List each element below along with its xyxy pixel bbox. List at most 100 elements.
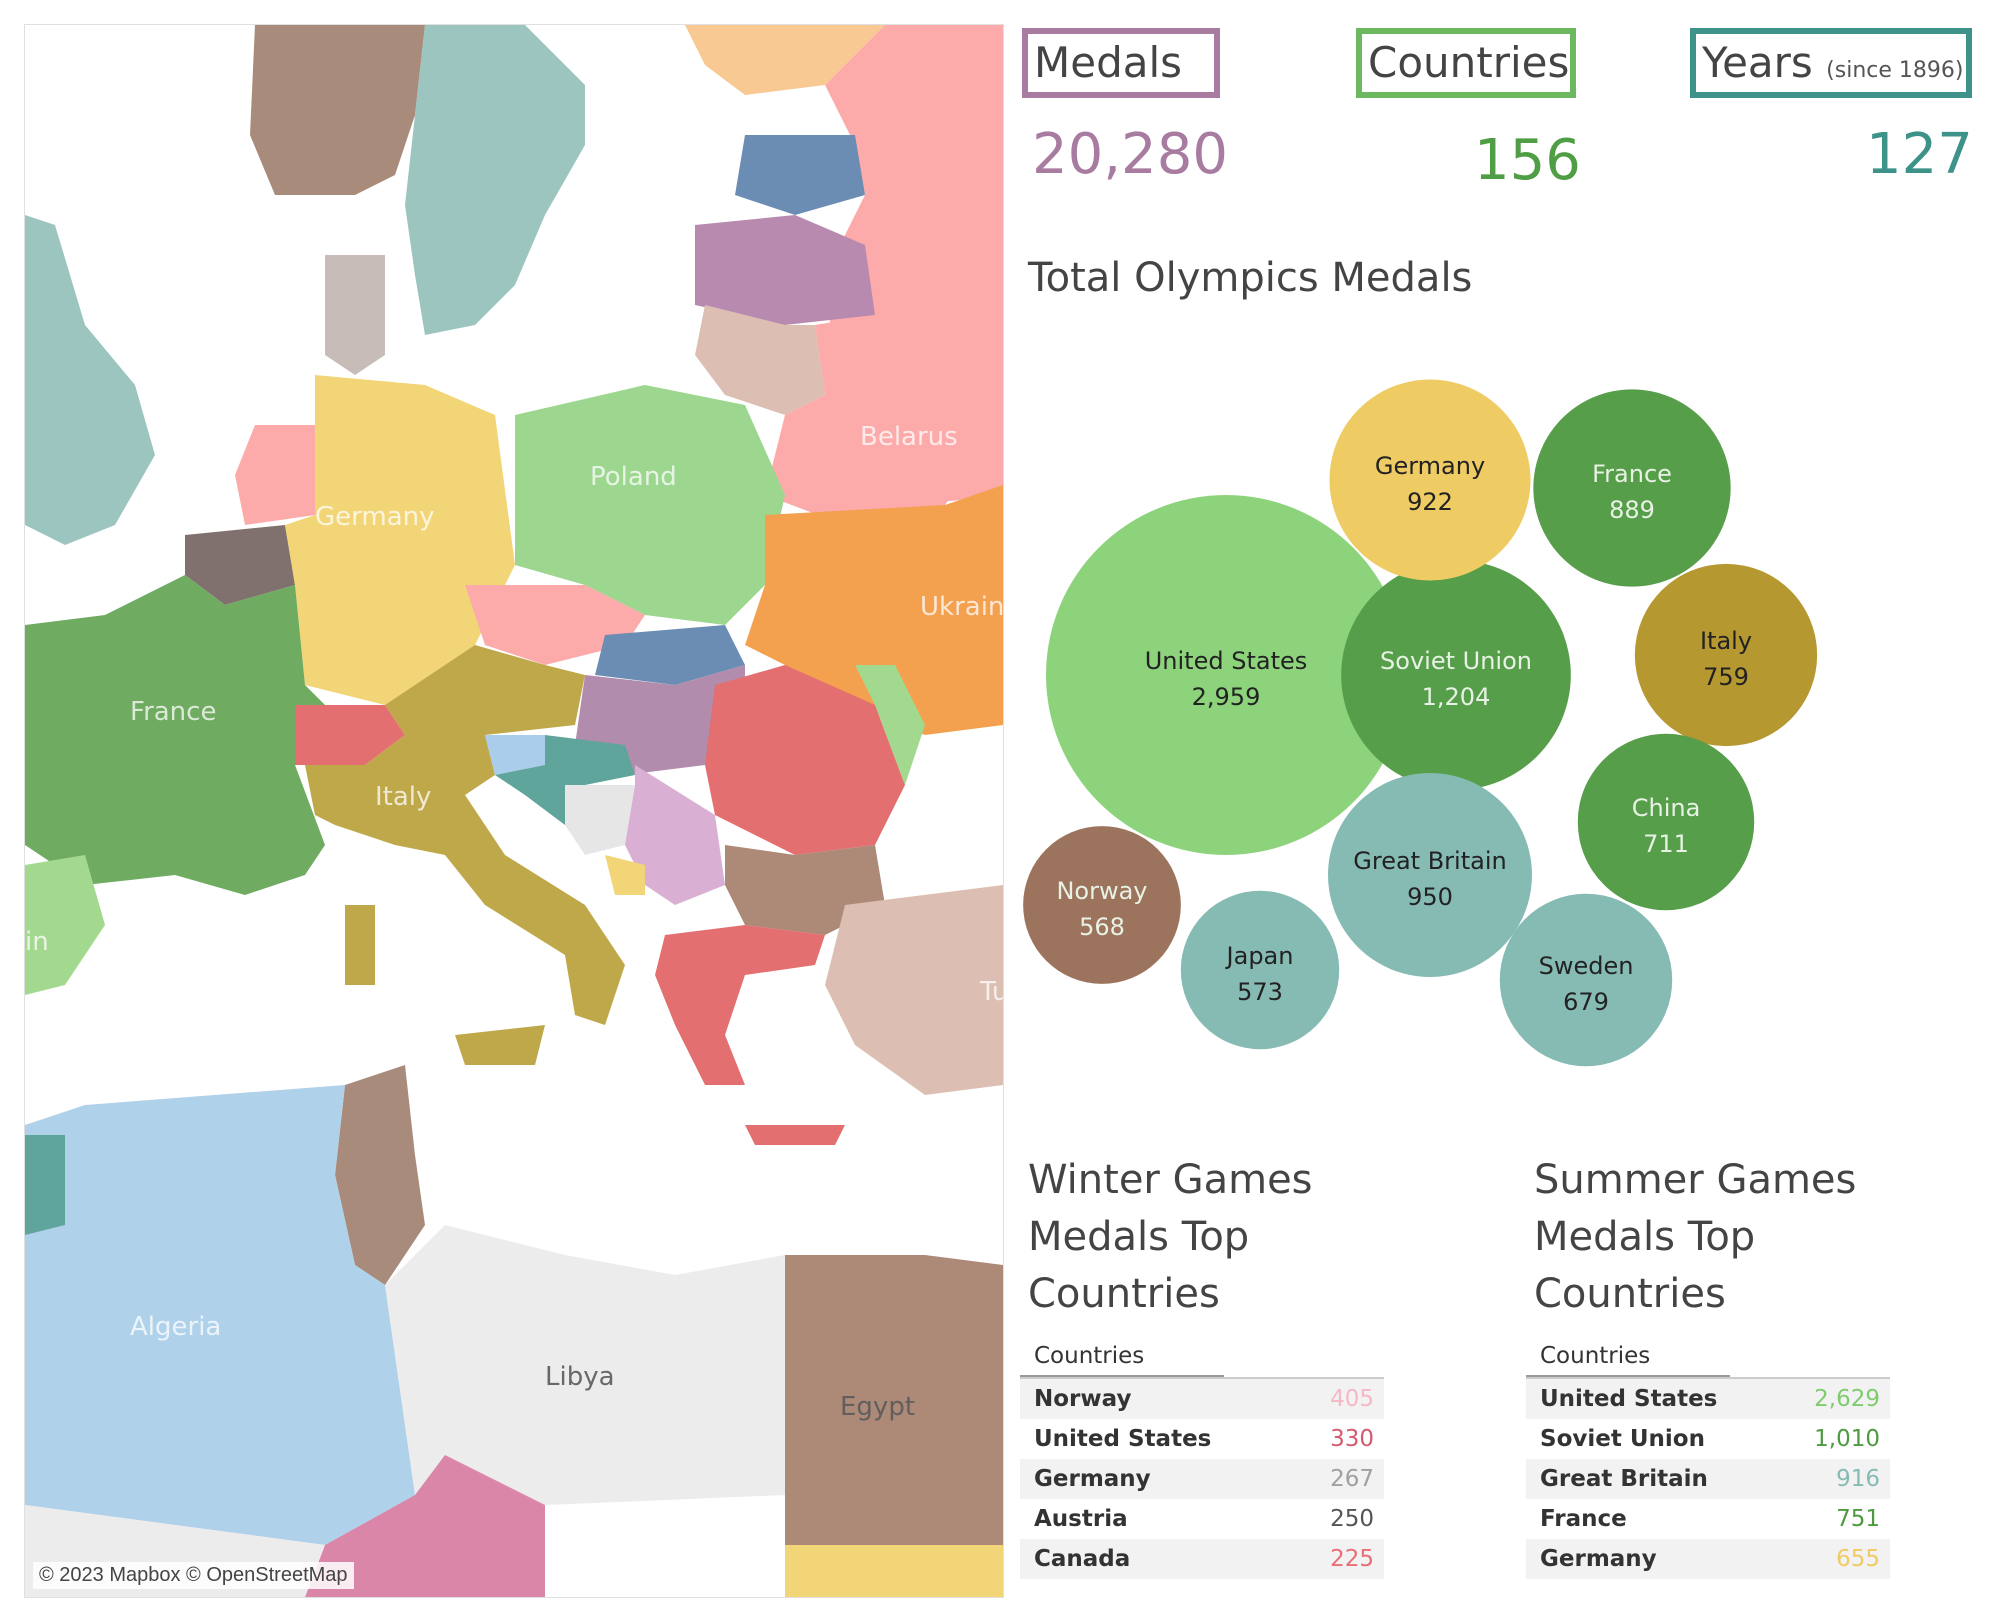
table-row[interactable]: Germany 267 bbox=[1020, 1459, 1384, 1499]
map-label-ukraine: Ukrain bbox=[920, 592, 1003, 622]
bubble-label: United States bbox=[1145, 647, 1308, 675]
bubble-value: 759 bbox=[1703, 663, 1749, 691]
bubble-circle[interactable] bbox=[1328, 773, 1532, 977]
country-montenegro[interactable] bbox=[605, 855, 645, 895]
kpi-countries-value: 156 bbox=[1474, 128, 1581, 193]
country-morocco[interactable] bbox=[25, 1135, 65, 1235]
bubble-france[interactable]: France 889 bbox=[1533, 389, 1731, 587]
country-egypt[interactable] bbox=[785, 1255, 1003, 1545]
table-row[interactable]: Germany 655 bbox=[1526, 1539, 1890, 1579]
country-belgium[interactable] bbox=[185, 525, 295, 605]
bubble-japan[interactable]: Japan 573 bbox=[1180, 890, 1340, 1050]
country-tunisia[interactable] bbox=[335, 1065, 425, 1285]
row-country: United States bbox=[1034, 1426, 1212, 1452]
europe-map[interactable]: Belarus Poland Germany Ukrain France Ita… bbox=[24, 24, 1004, 1598]
bubble-value: 922 bbox=[1407, 488, 1453, 516]
country-spain[interactable] bbox=[25, 855, 105, 995]
winter-rows: Norway 405 United States 330 Germany 267 Austr… bbox=[1020, 1377, 1384, 1579]
country-netherlands[interactable] bbox=[235, 425, 315, 525]
bubble-circle[interactable] bbox=[1046, 495, 1406, 855]
table-row[interactable]: Soviet Union 1,010 bbox=[1526, 1419, 1890, 1459]
kpi-medals-title: Medals bbox=[1034, 38, 1183, 87]
bubble-great-britain[interactable]: Great Britain 950 bbox=[1328, 773, 1532, 977]
kpi-medals-value: 20,280 bbox=[1032, 122, 1228, 187]
table-row[interactable]: Great Britain 916 bbox=[1526, 1459, 1890, 1499]
country-algeria[interactable] bbox=[25, 1085, 415, 1545]
bubble-circle[interactable] bbox=[1341, 560, 1571, 790]
table-row[interactable]: United States 330 bbox=[1020, 1419, 1384, 1459]
map-label-germany: Germany bbox=[315, 502, 435, 532]
country-poland[interactable] bbox=[515, 385, 785, 625]
country-serbia[interactable] bbox=[625, 765, 725, 905]
country-sudan[interactable] bbox=[785, 1545, 1003, 1597]
country-finland[interactable] bbox=[685, 25, 885, 95]
bubble-circle[interactable] bbox=[1499, 893, 1673, 1067]
country-greece[interactable] bbox=[655, 925, 825, 1085]
summer-column-header: Countries bbox=[1526, 1343, 1730, 1377]
bubble-circle[interactable] bbox=[1023, 826, 1181, 984]
table-row[interactable]: Canada 225 bbox=[1020, 1539, 1384, 1579]
country-denmark[interactable] bbox=[325, 255, 385, 375]
row-country: Canada bbox=[1034, 1546, 1131, 1572]
country-sweden[interactable] bbox=[405, 25, 585, 335]
bubble-united-states[interactable]: United States 2,959 bbox=[1046, 495, 1406, 855]
row-country: Germany bbox=[1034, 1466, 1151, 1492]
bubble-label: Soviet Union bbox=[1380, 647, 1532, 675]
country-ukraine[interactable] bbox=[745, 485, 1003, 735]
bubble-italy[interactable]: Italy 759 bbox=[1634, 563, 1818, 747]
summer-medals-table: Countries United States 2,629 Soviet Union 1… bbox=[1526, 1343, 1890, 1579]
country-austria[interactable] bbox=[385, 645, 585, 735]
row-country: Great Britain bbox=[1540, 1466, 1708, 1492]
map-label-france: France bbox=[130, 697, 216, 727]
bubble-circle[interactable] bbox=[1577, 733, 1755, 911]
country-belarus[interactable] bbox=[765, 315, 985, 525]
bubble-china[interactable]: China 711 bbox=[1577, 733, 1755, 911]
row-medals: 1,010 bbox=[1814, 1426, 1880, 1452]
country-bosnia[interactable] bbox=[565, 785, 635, 855]
bubble-soviet-union[interactable]: Soviet Union 1,204 bbox=[1341, 560, 1571, 790]
country-france[interactable] bbox=[25, 575, 325, 895]
map-label-egypt: Egypt bbox=[840, 1392, 915, 1422]
kpi-years-note: (since 1896) bbox=[1826, 58, 1964, 83]
bubble-label: Sweden bbox=[1539, 952, 1634, 980]
row-country: Germany bbox=[1540, 1546, 1657, 1572]
map-label-libya: Libya bbox=[545, 1362, 615, 1392]
country-niger[interactable] bbox=[305, 1455, 545, 1597]
country-estonia[interactable] bbox=[735, 135, 865, 215]
country-italy[interactable] bbox=[305, 735, 625, 1025]
table-row[interactable]: France 751 bbox=[1526, 1499, 1890, 1539]
bubble-norway[interactable]: Norway 568 bbox=[1023, 826, 1181, 984]
row-medals: 751 bbox=[1836, 1506, 1880, 1532]
row-medals: 655 bbox=[1836, 1546, 1880, 1572]
map-label-turkey: Tu bbox=[979, 977, 1003, 1007]
bubble-chart: United States 2,959 Soviet Union 1,204 Great… bbox=[1023, 379, 1818, 1067]
bubble-circle[interactable] bbox=[1533, 389, 1731, 587]
country-lithuania[interactable] bbox=[695, 305, 825, 415]
country-czechia[interactable] bbox=[465, 585, 645, 665]
bubble-value: 679 bbox=[1563, 988, 1609, 1016]
table-row[interactable]: Austria 250 bbox=[1020, 1499, 1384, 1539]
country-libya[interactable] bbox=[385, 1225, 785, 1505]
country-switzerland[interactable] bbox=[295, 705, 405, 765]
table-row[interactable]: United States 2,629 bbox=[1526, 1379, 1890, 1419]
country-germany[interactable] bbox=[285, 375, 515, 705]
country-slovakia[interactable] bbox=[595, 625, 745, 685]
bubble-label: France bbox=[1592, 460, 1672, 488]
row-medals: 330 bbox=[1330, 1426, 1374, 1452]
country-uk[interactable] bbox=[25, 215, 155, 545]
bubble-circle[interactable] bbox=[1634, 563, 1818, 747]
country-latvia[interactable] bbox=[695, 215, 875, 325]
bubble-sweden[interactable]: Sweden 679 bbox=[1499, 893, 1673, 1067]
country-turkey[interactable] bbox=[825, 885, 1003, 1095]
table-row[interactable]: Norway 405 bbox=[1020, 1379, 1384, 1419]
bubble-germany[interactable]: Germany 922 bbox=[1329, 379, 1531, 581]
bubble-circle[interactable] bbox=[1329, 379, 1531, 581]
bubble-circle[interactable] bbox=[1180, 890, 1340, 1050]
kpi-years-value: 127 bbox=[1866, 122, 1973, 187]
bubble-value: 711 bbox=[1643, 830, 1689, 858]
country-slovenia[interactable] bbox=[485, 735, 545, 775]
country-romania[interactable] bbox=[705, 665, 905, 855]
country-moldova[interactable] bbox=[855, 665, 925, 785]
country-croatia[interactable] bbox=[495, 735, 635, 825]
country-norway[interactable] bbox=[250, 25, 425, 195]
